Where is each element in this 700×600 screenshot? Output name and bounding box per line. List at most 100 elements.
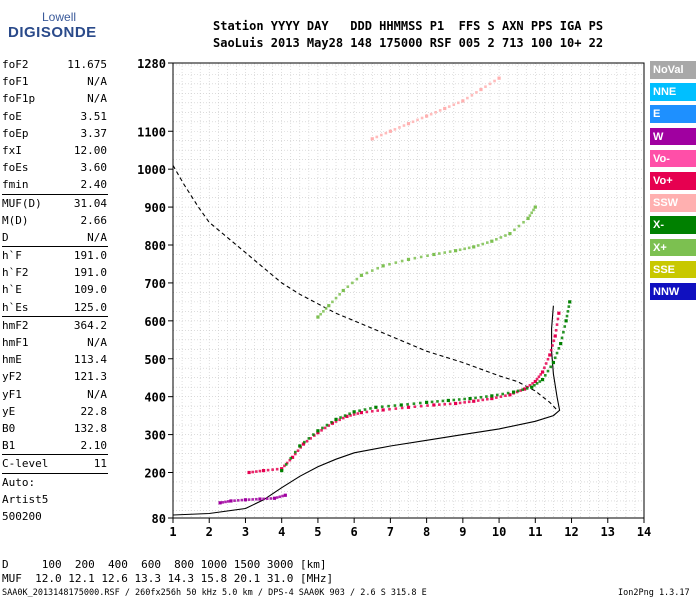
trace-point: [530, 211, 533, 215]
trace-point: [466, 96, 469, 100]
param-name: fxI: [2, 143, 22, 157]
param-name: foF1p: [2, 92, 36, 106]
trace-point: [562, 330, 565, 334]
x-tick-label: 10: [492, 525, 506, 539]
param-name: h`Es: [2, 300, 29, 314]
trace-point: [374, 405, 378, 409]
trace-point: [400, 259, 404, 263]
trace-point: [540, 370, 545, 374]
trace-point: [338, 418, 341, 422]
trace-point: [565, 314, 569, 318]
param-name: foE: [2, 109, 22, 123]
trace-point: [481, 242, 485, 246]
param-name: h`E: [2, 283, 22, 297]
param-row: yE 22.8: [2, 403, 108, 420]
trace-point: [443, 402, 447, 406]
trace-point: [365, 410, 369, 414]
trace-point: [281, 494, 284, 498]
trace-point: [400, 406, 404, 410]
trace-point: [454, 249, 458, 253]
param-row: fmin 2.40: [2, 176, 108, 195]
trace-point: [540, 378, 545, 382]
trace-point: [457, 398, 461, 401]
param-name: yE: [2, 404, 16, 418]
trace-point: [458, 248, 462, 252]
trace-point: [508, 232, 512, 236]
trace-point: [255, 470, 258, 473]
trace-point: [430, 400, 434, 404]
x-tick-label: 5: [314, 525, 321, 539]
trace-point: [554, 329, 558, 332]
trace-point: [532, 208, 535, 212]
param-row: foF1 N/A: [2, 73, 108, 90]
trace-point: [394, 261, 398, 264]
trace-point: [493, 79, 496, 83]
trace-point: [504, 394, 507, 398]
param-name: hmF2: [2, 318, 29, 332]
trace-point: [497, 76, 501, 80]
trace-point: [557, 311, 561, 315]
trace-point: [413, 256, 417, 260]
trace-point: [369, 407, 372, 410]
param-name: B1: [2, 439, 16, 453]
trace-point: [285, 461, 289, 465]
trace-point: [243, 498, 248, 502]
trace-point: [475, 91, 478, 94]
trace-point: [296, 449, 300, 452]
trace-point: [345, 414, 349, 418]
trace-point: [316, 431, 320, 435]
trace-point: [566, 310, 570, 313]
plot-frame: [172, 62, 645, 519]
trace-point: [485, 395, 488, 398]
trace-point: [564, 319, 568, 323]
trace-point: [513, 228, 516, 232]
trace-point: [543, 374, 547, 377]
param-value: 31.04: [73, 196, 107, 210]
trace-point: [432, 252, 436, 257]
x-tick-label: 14: [637, 525, 651, 539]
trace-point: [416, 118, 419, 122]
trace-point: [322, 310, 325, 313]
trace-point: [319, 312, 322, 316]
trace-point: [247, 498, 251, 501]
legend-item: SSW: [650, 194, 696, 212]
param-value: 2.40: [80, 178, 108, 192]
y-tick-label: 900: [144, 201, 166, 215]
trace-point: [461, 99, 465, 103]
trace-point: [290, 455, 295, 459]
trace-point: [355, 277, 359, 281]
param-value: 113.4: [73, 353, 107, 367]
trace-point: [568, 300, 572, 304]
param-row: yF1 N/A: [2, 386, 108, 403]
param-value: 191.0: [73, 249, 107, 263]
trace-point: [452, 103, 456, 107]
trace-point: [490, 396, 494, 401]
trace-point: [343, 414, 347, 417]
trace-point: [543, 366, 546, 370]
trace-point: [436, 400, 439, 403]
trace-point: [388, 129, 392, 133]
trace-point: [412, 402, 416, 405]
trace-point: [490, 394, 494, 398]
trace-point: [544, 362, 548, 365]
trace-point: [251, 470, 255, 474]
trace-point: [486, 397, 489, 401]
param-row: D N/A: [2, 229, 108, 248]
trace-point: [458, 401, 462, 405]
trace-point: [557, 347, 561, 350]
param-row: h`E 109.0: [2, 281, 108, 298]
trace-point: [393, 404, 397, 407]
trace-point: [551, 344, 554, 347]
trace-point: [463, 247, 466, 251]
trace-point: [381, 264, 385, 268]
trace-point: [359, 273, 363, 277]
trace-point: [548, 353, 552, 357]
param-row: foF1p N/A: [2, 90, 108, 107]
trace-point: [331, 300, 334, 304]
trace-point: [448, 250, 452, 253]
trace-point: [537, 375, 541, 379]
trace-point: [468, 396, 472, 401]
trace-point: [528, 383, 532, 387]
auto-line: Artist5: [2, 492, 49, 506]
